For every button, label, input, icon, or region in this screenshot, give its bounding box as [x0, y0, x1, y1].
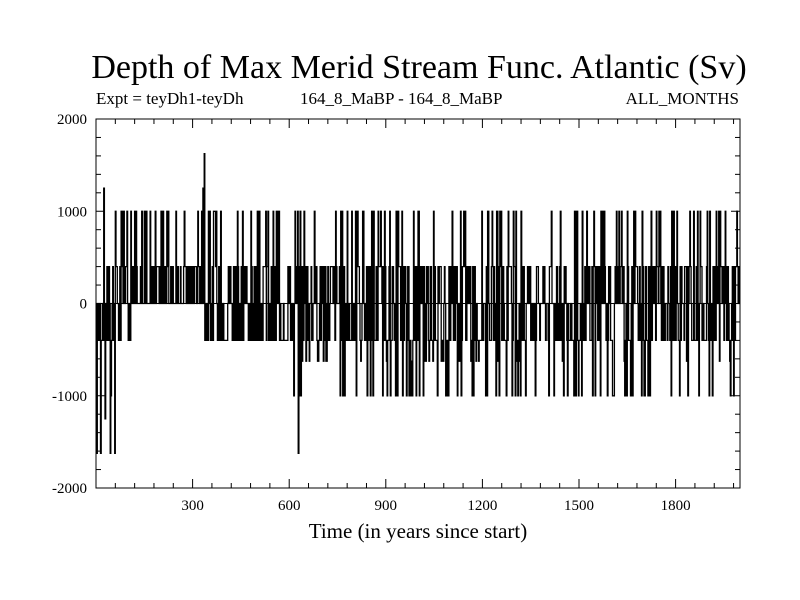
x-tick-label: 1800: [661, 498, 691, 514]
chart-title: Depth of Max Merid Stream Func. Atlantic…: [91, 49, 747, 86]
experiment-label: Expt = teyDh1-teyDh: [96, 89, 244, 108]
x-tick-label: 1500: [564, 498, 594, 514]
months-label: ALL_MONTHS: [625, 89, 739, 108]
x-tick-label: 900: [375, 498, 398, 514]
axes-layer: 2000 1000 0 -1000 -2000 300 600 900 1200 1500 1800: [52, 112, 741, 514]
x-axis-title: Time (in years since start): [309, 519, 528, 543]
y-tick-label: -2000: [52, 481, 87, 497]
x-tick-label: 300: [181, 498, 204, 514]
y-tick-label: 1000: [57, 204, 87, 220]
x-tick-label: 1200: [467, 498, 497, 514]
period-label: 164_8_MaBP - 164_8_MaBP: [300, 89, 503, 108]
y-tick-label: 0: [80, 297, 88, 313]
x-tick-label: 600: [278, 498, 301, 514]
series-layer: [95, 152, 741, 455]
y-tick-label: 2000: [57, 112, 87, 128]
series-line-0: [95, 152, 741, 455]
y-tick-label: -1000: [52, 389, 87, 405]
